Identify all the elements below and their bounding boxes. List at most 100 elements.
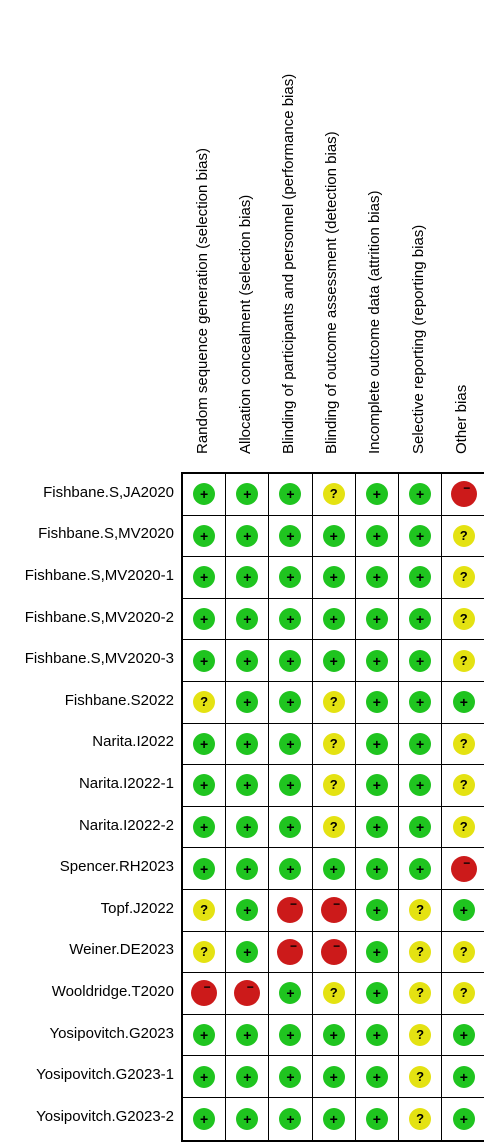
- study-label: Yosipovitch.G2023-2: [36, 1107, 174, 1125]
- low-risk-icon: +: [279, 982, 302, 1005]
- high-risk-icon: −: [450, 855, 477, 882]
- low-risk-icon: +: [409, 566, 432, 589]
- rating-cell: ?: [442, 807, 484, 849]
- low-risk-icon: +: [365, 899, 388, 922]
- rating-cell: +: [355, 515, 399, 558]
- rating-cell: +: [183, 723, 227, 766]
- unclear-risk-icon: ?: [452, 982, 475, 1005]
- rating-cell: +: [312, 515, 356, 558]
- study-label: Narita.I2022-2: [78, 816, 174, 834]
- low-risk-icon: +: [409, 691, 432, 714]
- unclear-risk-icon: ?: [452, 732, 475, 755]
- rating-cell: +: [312, 1056, 356, 1098]
- low-risk-icon: +: [365, 691, 388, 714]
- rating-cell: ?: [442, 516, 484, 558]
- rating-cell: +: [226, 515, 270, 558]
- low-risk-icon: +: [279, 566, 302, 589]
- unclear-risk-icon: ?: [409, 982, 432, 1005]
- rating-cell: +: [269, 806, 313, 849]
- rating-cell: +: [399, 723, 443, 766]
- low-risk-icon: +: [409, 857, 432, 880]
- low-risk-icon: +: [279, 774, 302, 797]
- unclear-risk-icon: ?: [452, 566, 475, 589]
- low-risk-icon: +: [322, 524, 345, 547]
- column-header: Blinding of participants and personnel (…: [280, 74, 297, 470]
- low-risk-icon: +: [236, 691, 259, 714]
- rating-cell: ?: [442, 724, 484, 766]
- low-risk-icon: +: [409, 649, 432, 672]
- rating-cell: +: [269, 848, 313, 890]
- rating-cell: ?: [312, 765, 356, 807]
- rating-cell: ?: [442, 932, 484, 974]
- low-risk-icon: +: [365, 1024, 388, 1047]
- column-header-label: Blinding of outcome assessment (detectio…: [323, 131, 341, 454]
- rating-cell: ?: [312, 474, 356, 516]
- rating-cell: +: [442, 890, 484, 932]
- low-risk-icon: +: [409, 816, 432, 839]
- rating-cell: +: [226, 848, 270, 890]
- unclear-risk-icon: ?: [409, 1107, 432, 1130]
- rating-cell: +: [355, 474, 399, 516]
- rating-cell: +: [355, 723, 399, 766]
- low-risk-icon: +: [236, 1107, 259, 1130]
- low-risk-icon: +: [236, 649, 259, 672]
- study-label: Spencer.RH2023: [59, 858, 174, 876]
- low-risk-icon: +: [236, 1065, 259, 1088]
- rating-cell: +: [269, 765, 313, 807]
- rating-cell: +: [183, 515, 227, 558]
- unclear-risk-icon: ?: [409, 940, 432, 963]
- low-risk-icon: +: [452, 1024, 475, 1047]
- study-label: Fishbane.S2022: [64, 691, 174, 709]
- unclear-risk-icon: ?: [409, 899, 432, 922]
- rating-cell: ?: [183, 682, 227, 724]
- low-risk-icon: +: [409, 524, 432, 547]
- rating-cell: +: [269, 1056, 313, 1098]
- low-risk-icon: +: [193, 483, 216, 506]
- rating-cell: ?: [312, 682, 356, 724]
- rating-cell: ?: [312, 723, 356, 766]
- low-risk-icon: +: [193, 857, 216, 880]
- high-risk-icon: −: [277, 938, 304, 965]
- rating-cell: +: [226, 557, 270, 599]
- study-label: Wooldridge.T2020: [51, 983, 174, 1000]
- study-label: Narita.I2022-1: [78, 775, 174, 792]
- rating-cell: +: [399, 682, 443, 724]
- rating-cell: +: [269, 1014, 313, 1057]
- column-header: Selective reporting (reporting bias): [410, 225, 427, 470]
- low-risk-icon: +: [193, 649, 216, 672]
- column-headers: Random sequence generation (selection bi…: [180, 0, 484, 470]
- rating-cell: +: [226, 806, 270, 849]
- rating-cell: +: [312, 640, 356, 682]
- rating-cell: −: [312, 931, 356, 974]
- study-label: Weiner.DE2023: [69, 941, 174, 959]
- high-risk-icon: −: [450, 481, 477, 508]
- rating-cell: ?: [399, 1056, 443, 1098]
- rating-cell: +: [226, 598, 270, 641]
- rating-cell: ?: [399, 1014, 443, 1057]
- low-risk-icon: +: [322, 608, 345, 631]
- risk-of-bias-grid: + + +? + + − + + + + + +? + + + + + +? + + + + + +? + + + + + +?? + +? +…: [181, 472, 484, 1142]
- study-label: Fishbane.S,MV2020-2: [24, 608, 174, 626]
- unclear-risk-icon: ?: [193, 691, 216, 714]
- low-risk-icon: +: [365, 1107, 388, 1130]
- rating-cell: +: [183, 1014, 227, 1057]
- low-risk-icon: +: [236, 940, 259, 963]
- rating-cell: ?: [442, 640, 484, 682]
- rating-cell: +: [269, 973, 313, 1015]
- column-header-label: Allocation concealment (selection bias): [236, 194, 254, 454]
- rating-cell: +: [226, 931, 270, 974]
- rating-cell: −: [226, 973, 270, 1015]
- rating-cell: +: [442, 1098, 484, 1140]
- low-risk-icon: +: [365, 857, 388, 880]
- rating-cell: +: [355, 931, 399, 974]
- low-risk-icon: +: [409, 732, 432, 755]
- low-risk-icon: +: [193, 816, 216, 839]
- study-label: Fishbane.S,MV2020: [38, 525, 174, 543]
- unclear-risk-icon: ?: [193, 940, 216, 963]
- rating-cell: −: [312, 890, 356, 932]
- rating-cell: ?: [442, 973, 484, 1015]
- rating-cell: +: [269, 723, 313, 766]
- rating-cell: +: [269, 682, 313, 724]
- rating-cell: +: [183, 474, 227, 516]
- unclear-risk-icon: ?: [322, 982, 345, 1005]
